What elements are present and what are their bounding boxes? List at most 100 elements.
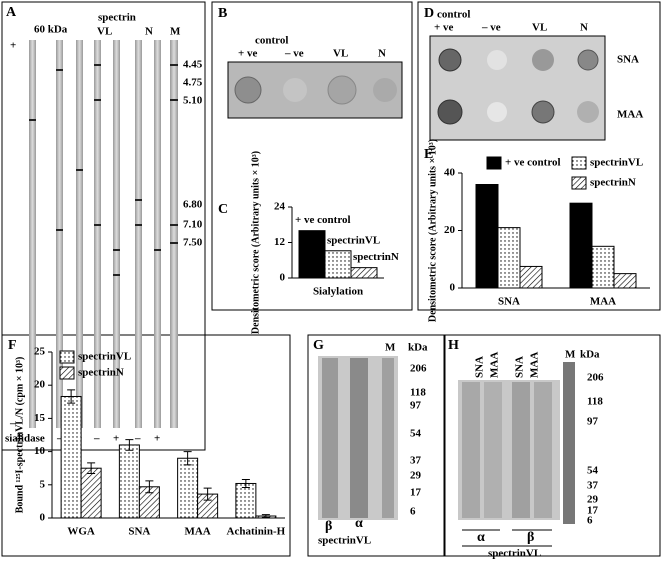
mw-marker: 29 bbox=[587, 494, 599, 506]
y-tick-label: 25 bbox=[34, 346, 46, 358]
panel-label: G bbox=[313, 338, 324, 353]
sample-label: spectrinVL bbox=[318, 535, 371, 547]
lane-label: VL bbox=[97, 26, 112, 38]
y-axis-label: Bound ¹²⁵I-spectrinVL/N (cpm × 10³) bbox=[14, 357, 25, 514]
legend-swatch bbox=[571, 176, 587, 190]
dot-blot-b bbox=[227, 61, 403, 119]
x-tick-label: WGA bbox=[67, 526, 95, 538]
panel-frame bbox=[417, 1, 661, 311]
sample-label: spectrinVL bbox=[488, 548, 541, 560]
pi-marker: 5.10 bbox=[183, 95, 203, 107]
dot-blot-d bbox=[429, 35, 606, 141]
lane-label: SNA bbox=[514, 356, 526, 378]
pi-marker: 7.50 bbox=[183, 237, 203, 249]
y-axis-label: Densitometric score (Arbitrary units × 1… bbox=[427, 139, 438, 322]
pi-marker: 6.80 bbox=[183, 199, 203, 211]
group-label: control bbox=[437, 9, 470, 21]
column-label: N bbox=[378, 48, 386, 60]
legend-label: spectrinN bbox=[590, 177, 636, 189]
bar bbox=[519, 265, 543, 289]
lane-label: 60 kDa bbox=[34, 24, 68, 36]
mw-marker: 17 bbox=[410, 487, 422, 499]
mw-marker: 37 bbox=[410, 455, 422, 467]
chain-label: β bbox=[527, 530, 534, 545]
y-tick-label: 0 bbox=[280, 272, 286, 284]
error-bar bbox=[145, 480, 154, 494]
panel-frame bbox=[1, 334, 291, 557]
column-label: VL bbox=[333, 48, 348, 60]
treatment-sign: + bbox=[154, 433, 160, 445]
y-tick-label: 15 bbox=[34, 412, 46, 424]
mw-marker: 54 bbox=[587, 465, 599, 477]
y-tick-label: 10 bbox=[34, 445, 46, 457]
pi-marker: 7.10 bbox=[183, 219, 203, 231]
panel-frame bbox=[211, 1, 413, 311]
error-bar bbox=[203, 487, 212, 501]
mw-marker: 29 bbox=[410, 470, 422, 482]
panel-label: F bbox=[8, 338, 17, 353]
bar bbox=[350, 267, 378, 279]
y-tick-label: 20 bbox=[444, 224, 456, 236]
treatment-sign: – bbox=[56, 433, 63, 445]
legend-label: + ve control bbox=[505, 157, 561, 169]
unit-label: kDa bbox=[408, 342, 428, 354]
y-tick-label: 5 bbox=[40, 478, 46, 490]
mw-marker: 17 bbox=[587, 505, 599, 517]
y-axis-label: Densitometric score (Arbitrary units × 1… bbox=[250, 151, 261, 334]
bar bbox=[324, 250, 352, 279]
group-label: control bbox=[255, 35, 288, 47]
panel-label: E bbox=[424, 147, 433, 162]
column-label: + ve bbox=[434, 22, 454, 34]
bar bbox=[177, 457, 199, 519]
x-tick-label: MAA bbox=[184, 526, 210, 538]
polarity: – bbox=[9, 418, 16, 430]
x-tick-label: SNA bbox=[498, 296, 520, 308]
bar-label: spectrinN bbox=[353, 251, 399, 263]
panel-frame bbox=[444, 334, 661, 557]
bar bbox=[298, 230, 326, 279]
lane-label: M bbox=[170, 26, 181, 38]
bar bbox=[475, 184, 499, 289]
mw-marker: 206 bbox=[587, 372, 604, 384]
panel-label: C bbox=[218, 202, 228, 217]
polarity: + bbox=[10, 40, 16, 52]
lane-label: α bbox=[355, 516, 363, 531]
panel-label: H bbox=[448, 338, 459, 353]
mw-marker: 118 bbox=[410, 387, 426, 399]
mw-marker: 6 bbox=[587, 515, 593, 527]
error-bar bbox=[241, 478, 250, 488]
bar-label: spectrinVL bbox=[327, 234, 380, 246]
bar bbox=[613, 273, 637, 289]
lane-label: M bbox=[385, 342, 396, 354]
x-tick-label: MAA bbox=[590, 296, 616, 308]
panel-frame bbox=[1, 1, 206, 451]
bar bbox=[569, 202, 593, 289]
lane-label: SNA bbox=[474, 356, 486, 378]
lane-label: MAA bbox=[489, 352, 501, 378]
lane-label: M bbox=[565, 349, 576, 361]
y-tick-label: 20 bbox=[34, 379, 46, 391]
legend-label: spectrinN bbox=[78, 367, 124, 379]
bar bbox=[591, 245, 615, 289]
gel-a-bands bbox=[29, 64, 178, 276]
legend-swatch bbox=[59, 350, 75, 364]
mw-marker: 54 bbox=[410, 428, 422, 440]
column-label: – ve bbox=[284, 48, 304, 60]
bar-label: + ve control bbox=[295, 214, 351, 226]
mw-marker: 97 bbox=[410, 400, 422, 412]
lane-group: spectrin bbox=[98, 12, 136, 24]
gel-a bbox=[29, 40, 178, 428]
bar bbox=[60, 395, 82, 519]
legend-swatch bbox=[59, 366, 75, 380]
legend-swatch bbox=[486, 156, 502, 170]
mw-marker: 206 bbox=[410, 363, 427, 375]
error-bar bbox=[87, 462, 96, 475]
bar bbox=[235, 482, 257, 519]
lane-label: N bbox=[145, 26, 153, 38]
y-tick-label: 12 bbox=[274, 236, 286, 248]
error-bar bbox=[67, 389, 76, 404]
panel-label: D bbox=[424, 6, 434, 21]
error-bar bbox=[261, 514, 270, 518]
lane-label: β bbox=[325, 519, 332, 534]
